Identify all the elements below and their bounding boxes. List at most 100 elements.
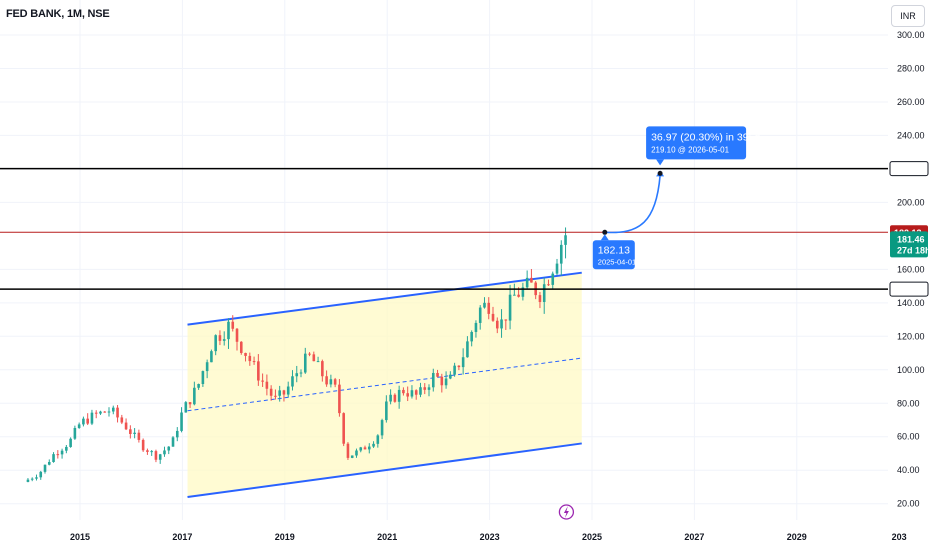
candle: [338, 379, 341, 417]
candle: [355, 448, 358, 458]
price-tick-label: 120.00: [897, 331, 925, 341]
candle: [52, 452, 55, 463]
candle-body: [466, 341, 469, 358]
time-axis-bg: [0, 520, 932, 550]
price-tick-label: 140.00: [897, 298, 925, 308]
candle: [504, 319, 508, 330]
candle: [466, 336, 469, 358]
candle: [35, 474, 38, 481]
candle-body: [325, 376, 328, 385]
candle: [60, 448, 64, 459]
candle: [312, 351, 316, 362]
candle: [175, 427, 179, 442]
candle: [99, 410, 102, 415]
candle: [316, 356, 320, 363]
candle: [449, 371, 452, 380]
candle-body: [60, 450, 64, 455]
parallel-channel[interactable]: [187, 271, 582, 498]
candle-body: [457, 365, 461, 368]
candle-body: [513, 294, 516, 296]
candle-body: [90, 412, 94, 424]
horizontal-levels[interactable]: [0, 167, 888, 290]
channel-upper-line[interactable]: [187, 271, 582, 326]
channel-lower-line[interactable]: [187, 442, 582, 498]
candle: [525, 270, 529, 290]
candle: [410, 385, 414, 399]
candle: [269, 385, 273, 401]
time-tick-label: 2025: [582, 532, 602, 542]
candle-body: [478, 307, 482, 323]
candle-body: [530, 277, 533, 283]
projection-callout-pointer: [656, 159, 665, 166]
candle: [444, 371, 448, 389]
candle: [171, 436, 175, 447]
projection-curve[interactable]: [604, 175, 661, 234]
currency-button[interactable]: INR: [891, 5, 925, 27]
price-tick-label: 200.00: [897, 197, 925, 207]
candle-body: [316, 361, 320, 363]
candle-body: [244, 352, 247, 356]
candle: [508, 284, 512, 330]
candle-body: [265, 381, 269, 389]
time-tick-label: 2019: [275, 532, 295, 542]
candle-body: [303, 353, 307, 373]
candle: [551, 271, 555, 290]
candle-body: [257, 361, 260, 381]
candle: [461, 348, 465, 375]
candle: [197, 383, 200, 390]
candle: [538, 291, 542, 309]
candle-body: [188, 402, 192, 405]
price-tick-label: 60.00: [897, 432, 920, 442]
candle-body: [158, 454, 162, 460]
candle: [431, 368, 435, 392]
candle: [210, 349, 213, 363]
projection-target-point[interactable]: [657, 170, 663, 176]
candle: [103, 411, 107, 413]
current-price-tag-bg: [890, 231, 928, 258]
candle-body: [193, 387, 196, 405]
candle: [218, 330, 222, 346]
candle: [146, 448, 149, 455]
projection-anchor-point[interactable]: [602, 229, 608, 235]
candle: [56, 450, 60, 459]
candle-body: [423, 387, 427, 390]
time-tick-label: 2029: [787, 532, 807, 542]
candle: [252, 356, 256, 365]
candle: [555, 258, 559, 276]
candle: [359, 446, 363, 453]
candle-body: [137, 432, 141, 440]
candle-body: [116, 407, 119, 418]
candle: [367, 443, 371, 454]
candle-body: [547, 284, 550, 286]
candle-body: [278, 390, 281, 396]
candle: [325, 370, 328, 387]
candle: [346, 442, 350, 460]
candle-body: [175, 430, 179, 438]
projection-drawing[interactable]: 36.97 (20.30%) in 395d 219.10 @ 2026-05-0…: [558, 126, 760, 520]
candle-body: [205, 362, 209, 372]
candle: [26, 478, 30, 483]
candle-body: [56, 454, 60, 456]
candle-body: [555, 263, 559, 274]
time-tick-label: 203: [892, 532, 907, 542]
candle-body: [197, 383, 200, 388]
candle: [129, 425, 132, 439]
candle-body: [483, 302, 486, 308]
candle-body: [252, 361, 256, 363]
level-price-tag: 148.19: [894, 285, 922, 295]
candle-body: [94, 412, 98, 414]
candle-body: [184, 402, 188, 413]
candle: [436, 369, 439, 378]
projection-target-label: 219.10 @ 2026-05-01: [651, 145, 730, 154]
candle: [350, 455, 354, 459]
lightning-icon[interactable]: [558, 504, 575, 520]
candle: [363, 445, 367, 450]
candle: [73, 425, 77, 440]
time-tick-label: 2023: [480, 532, 500, 542]
candle: [82, 416, 85, 427]
candle: [457, 365, 461, 371]
symbol-title[interactable]: FED BANK, 1M, NSE: [6, 8, 110, 20]
candle: [120, 414, 124, 425]
candle: [380, 418, 384, 440]
